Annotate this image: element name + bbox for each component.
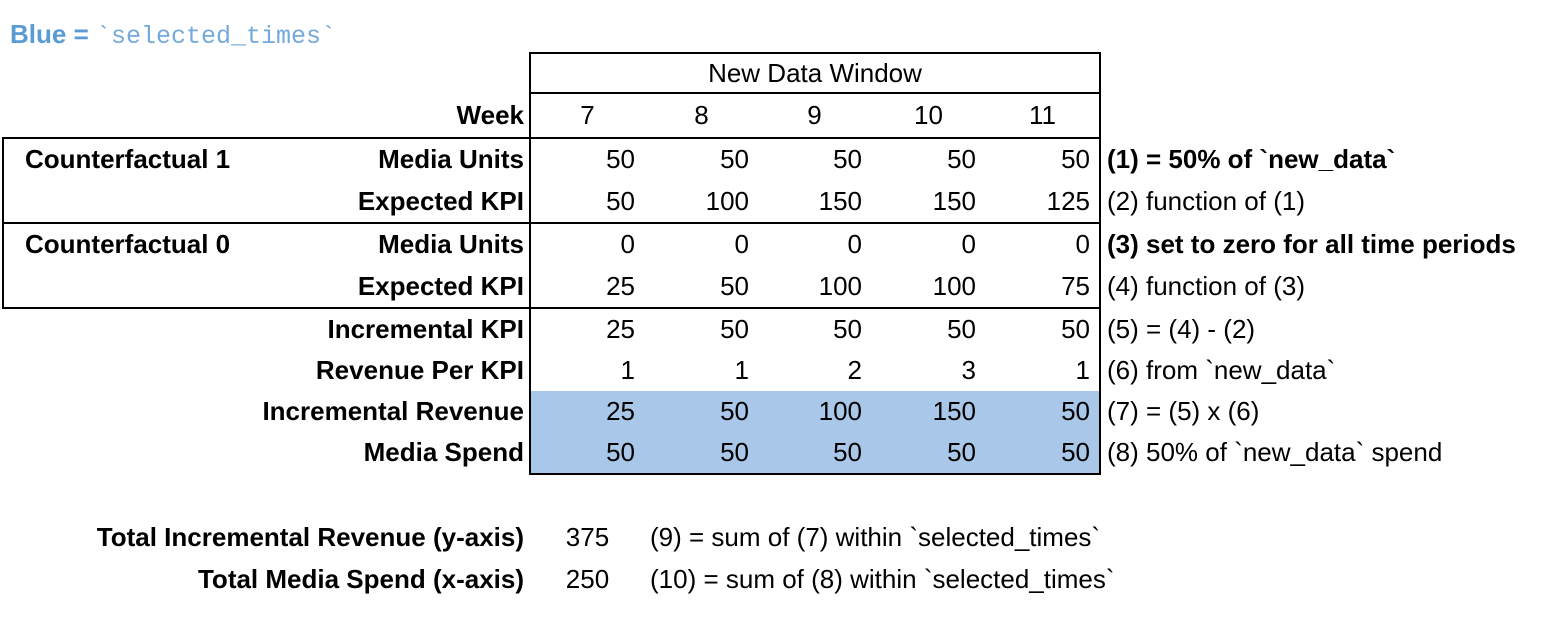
table-cell-highlighted: 50 [606, 437, 635, 467]
table-header: New Data Window [708, 58, 922, 88]
total-annotation-9: (9) = sum of (7) within `selected_times` [650, 522, 1101, 552]
table-cell: 50 [947, 144, 976, 174]
week-divider [2, 137, 1101, 139]
table-cell-highlighted: 150 [932, 396, 976, 426]
row-label-expected-kpi-cf0: Expected KPI [357, 271, 524, 301]
row-label-incremental-revenue: Incremental Revenue [262, 396, 524, 426]
table-cell: 3 [961, 355, 976, 385]
row-label-media-units-cf0: Media Units [378, 229, 524, 259]
table-cell: 1 [734, 355, 749, 385]
table-cell-highlighted: 50 [947, 437, 976, 467]
table-cell-highlighted: 50 [833, 437, 862, 467]
table-cell: 25 [606, 271, 635, 301]
group-box-left-border [2, 137, 4, 309]
table-cell: 25 [606, 314, 635, 344]
table-cell: 50 [606, 186, 635, 216]
table-cell: 150 [818, 186, 862, 216]
table-cell-highlighted: 25 [606, 396, 635, 426]
row-annotation-8: (8) 50% of `new_data` spend [1107, 437, 1443, 467]
table-cell: 0 [620, 229, 635, 259]
total-value-incremental-revenue: 375 [565, 522, 610, 552]
table-cell: 150 [932, 186, 976, 216]
table-cell: 100 [932, 271, 976, 301]
total-annotation-10: (10) = sum of (8) within `selected_times… [650, 564, 1115, 594]
row-label-expected-kpi-cf1: Expected KPI [357, 186, 524, 216]
table-cell: 100 [818, 271, 862, 301]
row-label-media-units-cf1: Media Units [378, 144, 524, 174]
data-window-outline [529, 52, 1101, 475]
table-cell: 0 [961, 229, 976, 259]
legend: Blue = `selected_times` [10, 18, 337, 51]
week-cell: 11 [1029, 100, 1056, 130]
table-cell-highlighted: 50 [1061, 396, 1090, 426]
row-label-media-spend: Media Spend [363, 437, 524, 467]
table-cell: 50 [720, 144, 749, 174]
table-cell: 50 [1061, 144, 1090, 174]
row-label-incremental-kpi: Incremental KPI [327, 314, 524, 344]
table-cell: 50 [833, 144, 862, 174]
group-label-counterfactual-0: Counterfactual 0 [25, 229, 231, 259]
row-annotation-3: (3) set to zero for all time periods [1107, 229, 1516, 259]
legend-label: Blue = [10, 19, 96, 49]
row-annotation-1: (1) = 50% of `new_data` [1107, 144, 1396, 174]
header-divider [531, 92, 1099, 94]
total-value-media-spend: 250 [565, 564, 610, 594]
table-cell: 100 [705, 186, 749, 216]
row-annotation-4: (4) function of (3) [1107, 271, 1305, 301]
counterfactual0-bottom-divider [2, 307, 1101, 309]
table-cell: 2 [847, 355, 862, 385]
week-cell: 9 [807, 100, 822, 130]
table-cell-highlighted: 50 [720, 437, 749, 467]
week-cell: 8 [694, 100, 709, 130]
legend-code: `selected_times` [95, 22, 337, 51]
week-cell: 10 [914, 100, 943, 130]
table-cell: 0 [734, 229, 749, 259]
counterfactual-divider [2, 222, 1101, 224]
row-annotation-5: (5) = (4) - (2) [1107, 314, 1256, 344]
table-cell: 1 [620, 355, 635, 385]
group-label-counterfactual-1: Counterfactual 1 [25, 144, 231, 174]
total-label-media-spend: Total Media Spend (x-axis) [197, 564, 524, 594]
table-cell-highlighted: 50 [720, 396, 749, 426]
table-cell: 125 [1046, 186, 1090, 216]
selected-times-highlight [531, 391, 1099, 473]
table-cell: 50 [947, 314, 976, 344]
table-cell: 50 [1061, 314, 1090, 344]
total-label-incremental-revenue: Total Incremental Revenue (y-axis) [96, 522, 524, 552]
row-annotation-2: (2) function of (1) [1107, 186, 1305, 216]
table-cell: 1 [1075, 355, 1090, 385]
table-cell: 50 [720, 271, 749, 301]
row-annotation-6: (6) from `new_data` [1107, 355, 1336, 385]
table-cell-highlighted: 100 [818, 396, 862, 426]
week-row-label: Week [456, 100, 524, 130]
table-cell: 50 [720, 314, 749, 344]
table-cell: 0 [1075, 229, 1090, 259]
table-cell: 75 [1061, 271, 1090, 301]
week-cell: 7 [580, 100, 595, 130]
table-cell: 50 [833, 314, 862, 344]
table-cell-highlighted: 50 [1061, 437, 1090, 467]
row-label-revenue-per-kpi: Revenue Per KPI [315, 355, 524, 385]
row-annotation-7: (7) = (5) x (6) [1107, 396, 1260, 426]
table-cell: 0 [847, 229, 862, 259]
table-cell: 50 [606, 144, 635, 174]
